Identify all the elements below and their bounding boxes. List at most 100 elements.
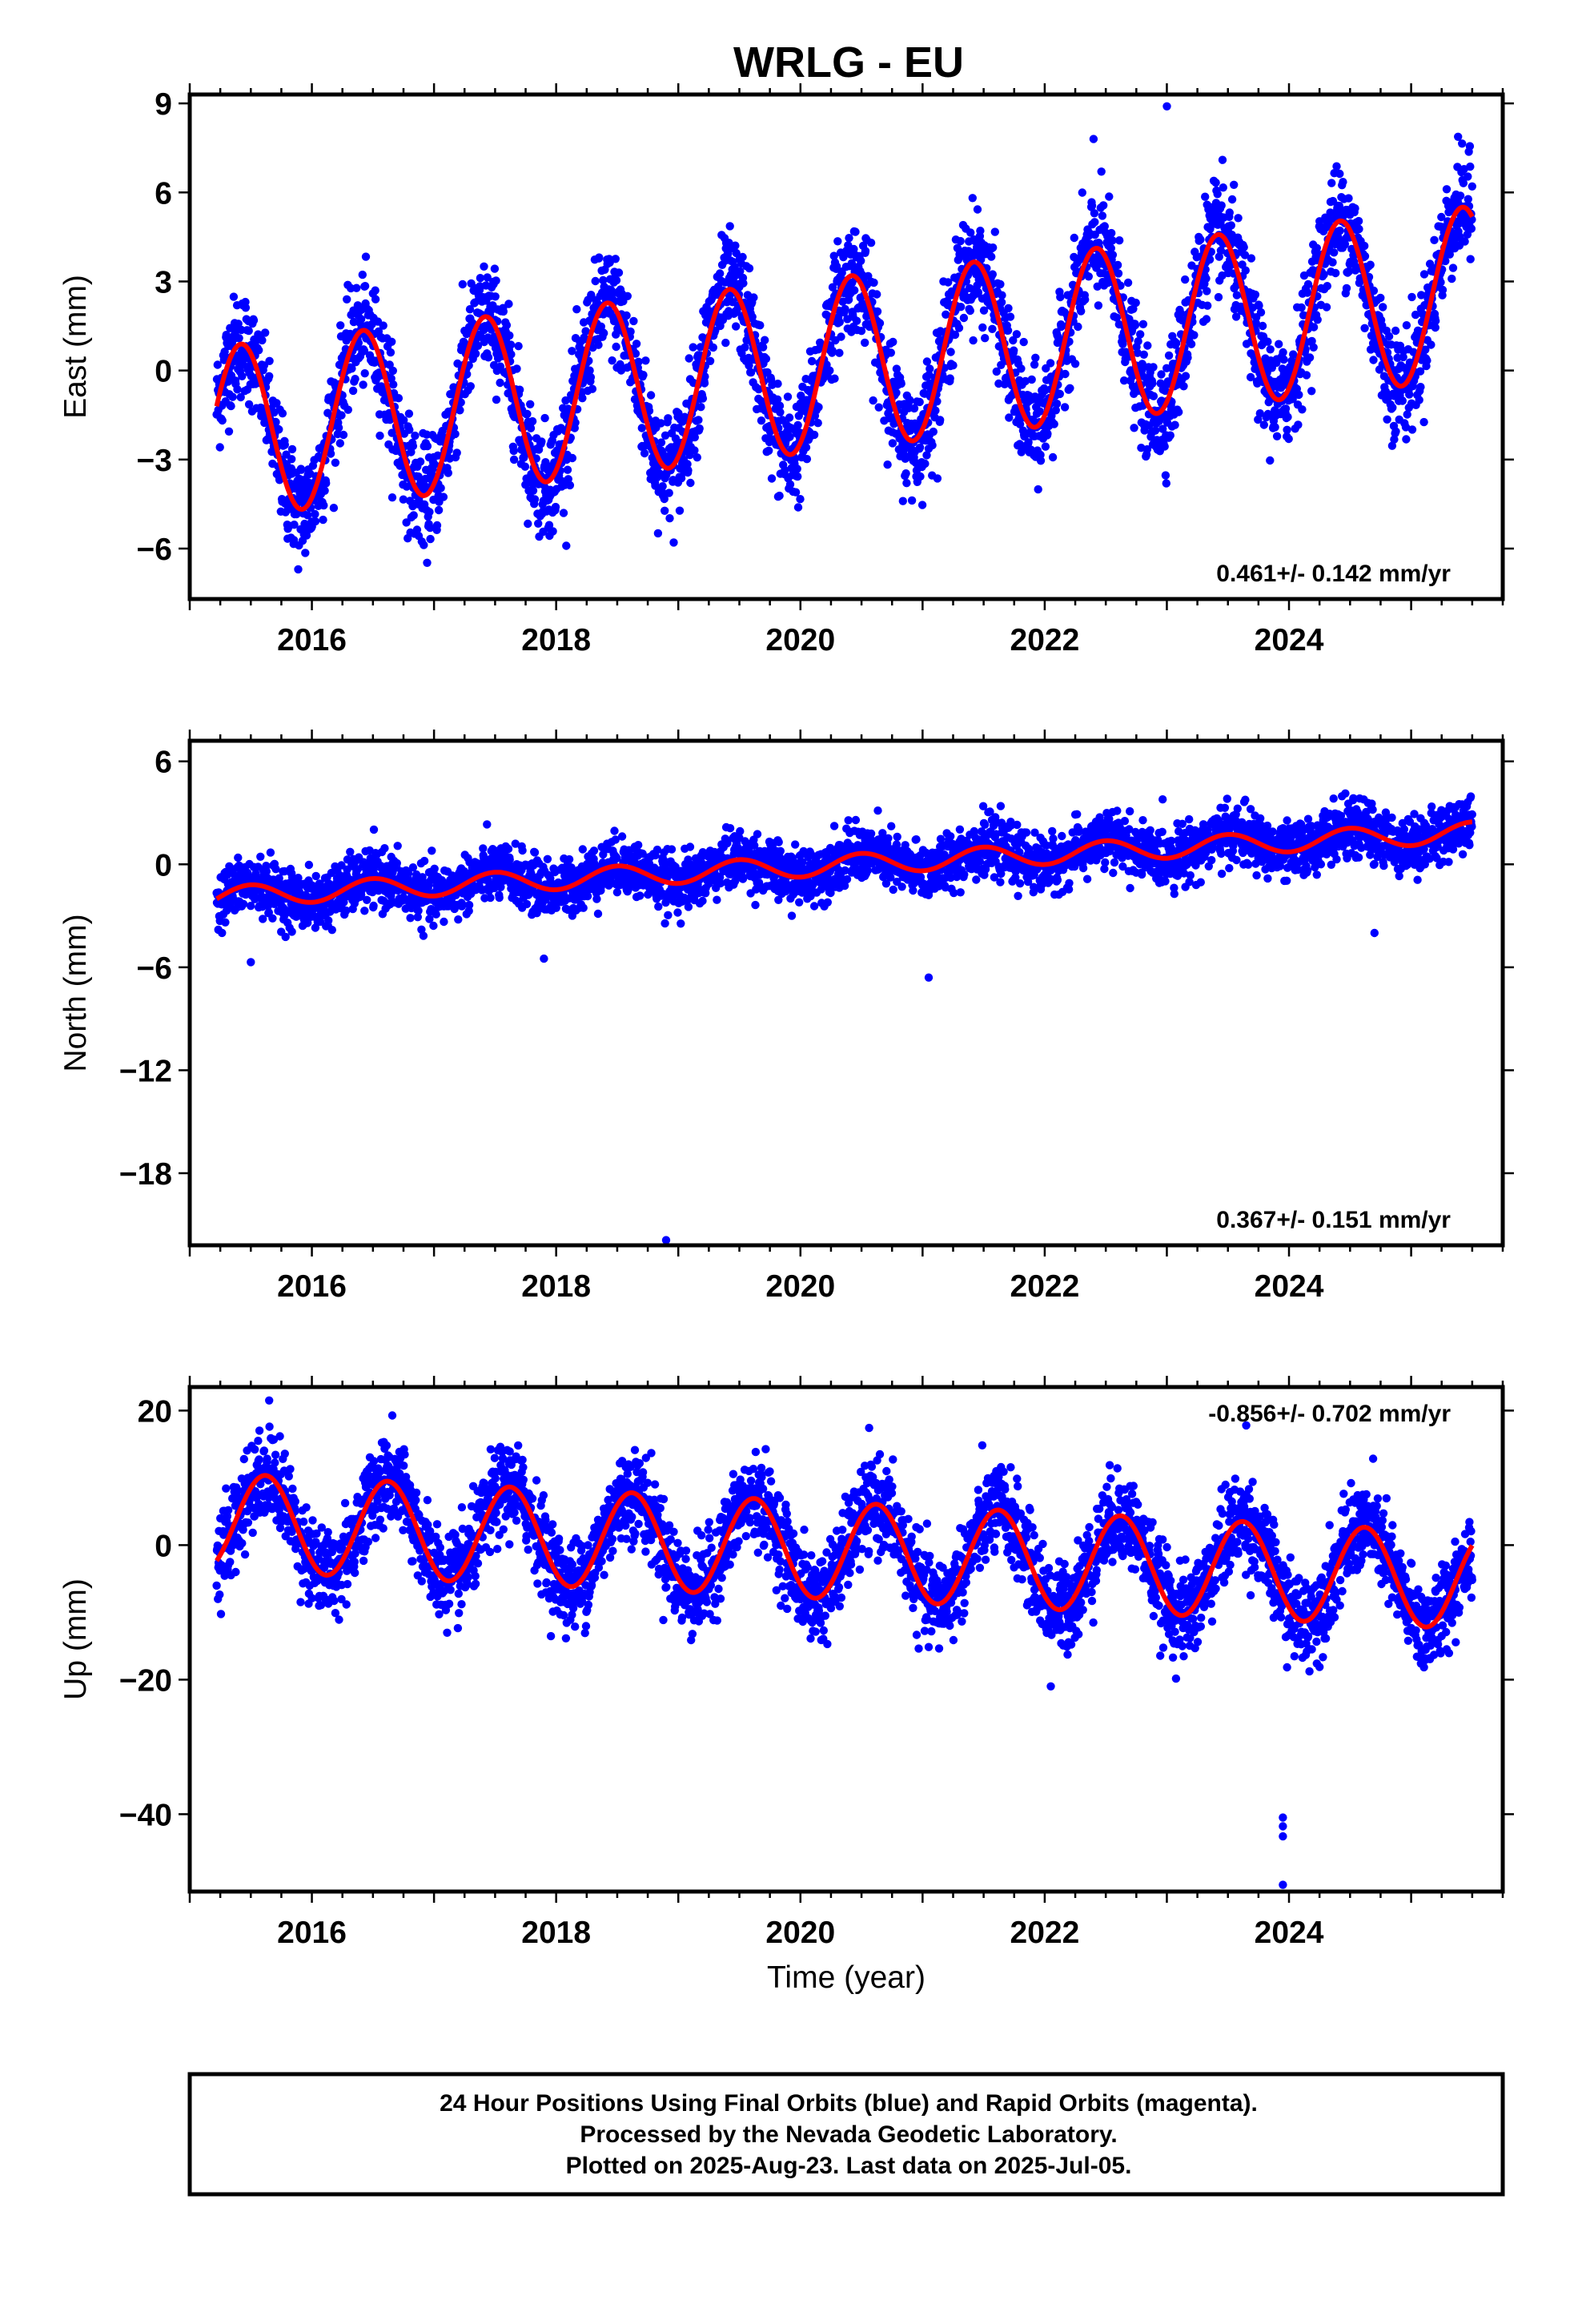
data-point [480, 262, 488, 271]
data-point [404, 409, 414, 418]
data-point [280, 440, 289, 449]
data-point [928, 440, 937, 450]
data-point [1463, 230, 1472, 239]
data-point [761, 354, 771, 364]
data-point [790, 455, 799, 464]
data-point [271, 417, 280, 427]
data-point [304, 860, 314, 870]
data-point [279, 911, 289, 921]
data-point [1186, 340, 1196, 348]
data-point [504, 300, 513, 308]
data-point [1070, 233, 1079, 243]
data-point [1035, 407, 1045, 416]
data-point [776, 408, 785, 416]
data-point [1309, 343, 1318, 352]
data-point [773, 395, 782, 404]
data-point [1351, 204, 1359, 213]
data-point [946, 374, 954, 383]
data-point [530, 848, 540, 857]
data-point [660, 494, 669, 504]
data-point [1105, 192, 1114, 201]
data-point [495, 893, 504, 903]
data-point [909, 404, 919, 413]
data-point [452, 448, 461, 457]
data-point [1246, 372, 1255, 382]
data-point [432, 910, 440, 919]
data-point [1070, 360, 1080, 368]
data-point [950, 330, 960, 340]
data-point [218, 928, 227, 938]
data-point [213, 360, 222, 369]
data-point [1230, 180, 1239, 189]
data-point [509, 446, 518, 456]
x-tick-label: 2022 [1010, 623, 1080, 657]
data-point [408, 441, 418, 451]
data-point [1203, 301, 1212, 310]
data-point [439, 493, 448, 501]
data-point [327, 926, 336, 935]
data-point [1181, 275, 1190, 284]
data-point [828, 346, 837, 355]
y-tick-label: −6 [137, 533, 172, 567]
data-point [1097, 167, 1106, 176]
data-point [1468, 182, 1477, 191]
data-point [775, 401, 785, 410]
data-point [956, 303, 966, 312]
data-point [921, 459, 930, 468]
data-point [1108, 236, 1117, 245]
data-point [337, 411, 346, 420]
data-point [1279, 348, 1287, 357]
data-point [215, 443, 224, 452]
data-point [244, 326, 253, 336]
data-point [1056, 292, 1065, 302]
data-point [917, 501, 927, 509]
data-point [653, 529, 663, 538]
data-point [661, 431, 670, 440]
data-point [785, 480, 795, 489]
data-point [929, 427, 938, 436]
y-tick-label: −3 [137, 444, 172, 478]
data-point [639, 371, 648, 380]
data-point [677, 474, 686, 483]
data-point [335, 439, 344, 448]
data-point [1057, 322, 1066, 332]
data-point [1084, 272, 1094, 281]
data-point [1181, 372, 1191, 380]
data-point [1061, 369, 1070, 379]
data-point [942, 310, 950, 319]
data-point [1454, 132, 1463, 141]
data-point [420, 541, 428, 549]
data-point [990, 227, 1000, 236]
data-point [1051, 406, 1061, 415]
data-point [802, 455, 812, 464]
data-point [966, 306, 975, 316]
data-point [685, 354, 693, 363]
data-point [1112, 313, 1122, 322]
observation-points [212, 789, 1477, 1244]
data-point [1077, 307, 1086, 316]
data-point [1388, 403, 1397, 412]
data-point [1107, 228, 1116, 238]
data-point [315, 917, 325, 927]
data-point [244, 400, 254, 409]
data-point [492, 276, 500, 285]
data-point [1231, 312, 1241, 321]
data-point [479, 844, 488, 853]
data-point [814, 403, 823, 412]
data-point [793, 503, 803, 512]
data-point [745, 263, 754, 273]
data-point [358, 270, 367, 279]
data-point [265, 372, 274, 380]
data-point [793, 420, 802, 430]
data-point [1360, 241, 1369, 251]
data-point [694, 416, 703, 424]
data-point [1459, 179, 1468, 187]
data-point [695, 424, 704, 433]
data-point [767, 474, 777, 483]
data-point [807, 356, 817, 366]
data-point [1043, 429, 1052, 438]
data-point [832, 262, 841, 271]
data-point [348, 386, 358, 396]
data-point [796, 495, 805, 504]
